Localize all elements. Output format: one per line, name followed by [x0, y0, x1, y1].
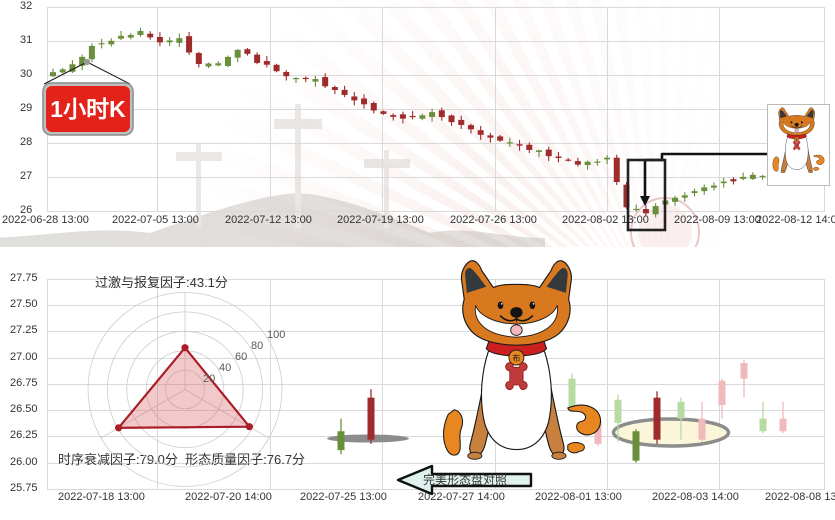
svg-text:1小时K: 1小时K — [50, 96, 126, 122]
